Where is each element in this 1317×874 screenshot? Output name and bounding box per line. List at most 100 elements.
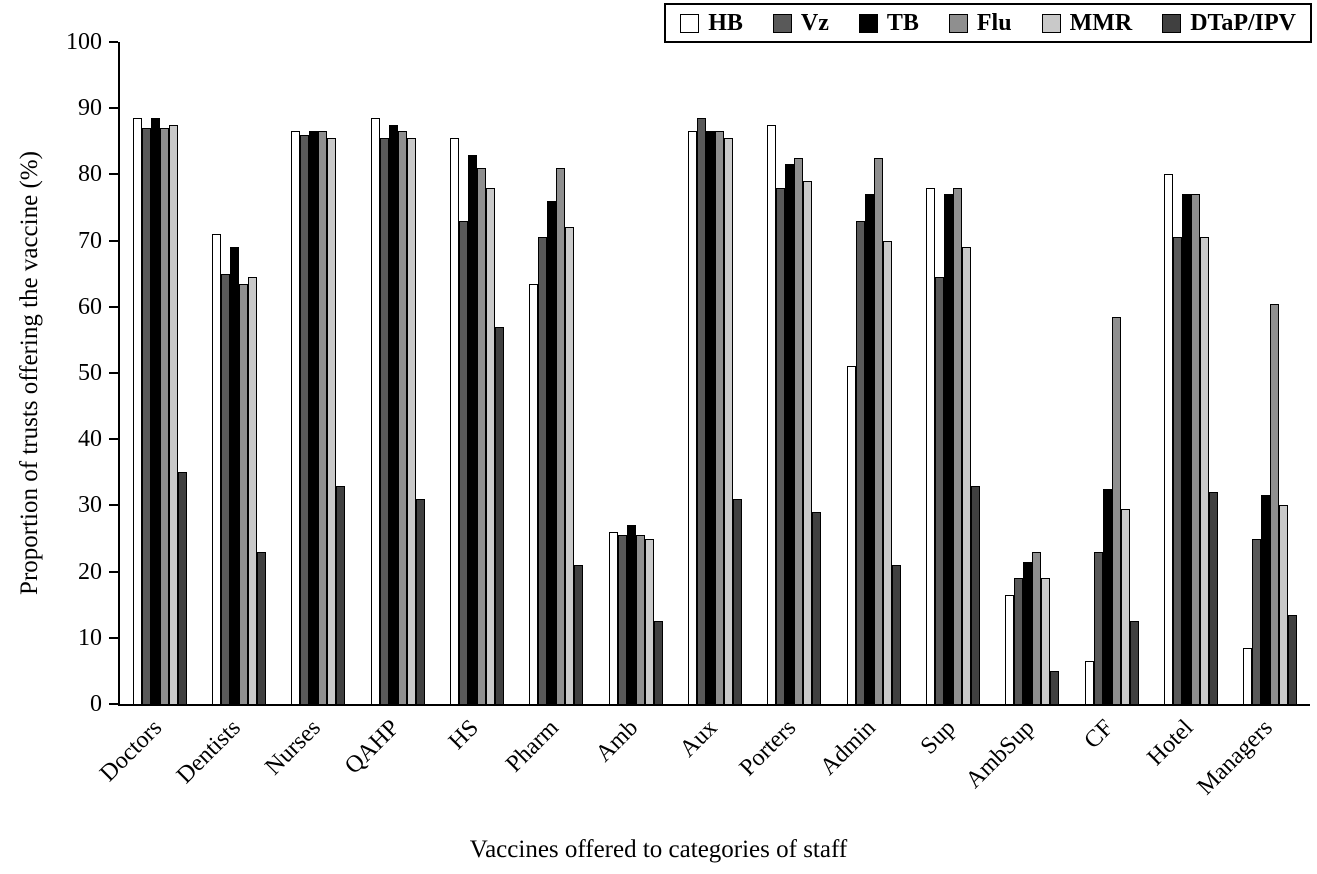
- legend-item-dtap-ipv: DTaP/IPV: [1162, 11, 1296, 35]
- x-tick-label: Admin: [815, 714, 881, 781]
- bar-vz-ambsup: [1014, 578, 1024, 704]
- bar-dtap-ipv-dentists: [256, 551, 266, 704]
- bar-flu-doctors: [159, 128, 169, 704]
- y-tick-mark: [109, 636, 118, 639]
- y-tick-mark: [109, 173, 118, 176]
- legend: HB Vz TB Flu MMR DTaP/IPV: [664, 3, 1312, 43]
- y-tick-label: 10: [78, 624, 102, 651]
- bar-group-hotel: [1151, 42, 1230, 704]
- bar-flu-aux: [714, 131, 724, 704]
- bar-hb-managers: [1243, 647, 1253, 704]
- plot-area: 0 10 20 30 40 50 60 70 80 90 100 Doctors Dentists Nu…: [66, 30, 1310, 800]
- bar-tb-managers: [1261, 495, 1271, 704]
- bar-mmr-admin: [882, 240, 892, 704]
- bar-dtap-ipv-pharm: [574, 564, 584, 704]
- bar-group-qahp: [358, 42, 437, 704]
- bar-mmr-hotel: [1199, 237, 1209, 704]
- y-tick-mark: [109, 570, 118, 573]
- bar-vz-hs: [458, 220, 468, 704]
- bar-vz-admin: [855, 220, 865, 704]
- bar-flu-qahp: [397, 131, 407, 704]
- bar-dtap-ipv-cf: [1129, 621, 1139, 704]
- bar-hb-doctors: [132, 118, 142, 704]
- x-tick-label: Doctors: [94, 714, 167, 787]
- bar-hb-hs: [449, 138, 459, 704]
- bar-tb-hs: [467, 154, 477, 704]
- bar-hb-porters: [767, 124, 777, 704]
- bar-group-hs: [437, 42, 516, 704]
- legend-swatch: [1041, 13, 1061, 33]
- bar-vz-hotel: [1172, 237, 1182, 704]
- bar-group-ambsup: [993, 42, 1072, 704]
- bar-hb-dentists: [211, 233, 221, 704]
- x-tick-label: Amb: [590, 714, 643, 768]
- bar-flu-hotel: [1190, 194, 1200, 704]
- bar-flu-ambsup: [1032, 551, 1042, 704]
- bar-flu-sup: [952, 187, 962, 704]
- bar-vz-pharm: [538, 237, 548, 704]
- y-tick-mark: [109, 504, 118, 507]
- legend-label: MMR: [1069, 10, 1133, 36]
- bar-mmr-porters: [803, 181, 813, 704]
- bar-group-pharm: [517, 42, 596, 704]
- x-tick-label: Sup: [915, 714, 961, 760]
- bar-tb-amb: [626, 525, 636, 704]
- bar-hb-amb: [608, 531, 618, 704]
- bar-tb-cf: [1102, 488, 1112, 704]
- bar-hb-hotel: [1163, 174, 1173, 704]
- x-tick-label: QAHP: [340, 714, 405, 780]
- bar-mmr-managers: [1279, 505, 1289, 704]
- y-tick-mark: [109, 438, 118, 441]
- x-tick-label: Managers: [1192, 714, 1278, 801]
- bar-flu-admin: [873, 157, 883, 704]
- legend-label: Vz: [800, 10, 829, 36]
- bar-tb-hotel: [1181, 194, 1191, 704]
- y-tick-label: 50: [78, 360, 102, 386]
- y-tick-label: 30: [78, 492, 102, 519]
- bar-vz-sup: [934, 277, 944, 704]
- legend-item-mmr: MMR: [1041, 10, 1133, 36]
- bar-group-doctors: [120, 42, 199, 704]
- bar-dtap-ipv-doctors: [177, 472, 187, 704]
- legend-item-vz: Vz: [772, 10, 829, 36]
- bar-vz-cf: [1093, 551, 1103, 704]
- x-tick-label: Porters: [735, 714, 802, 782]
- bar-group-cf: [1072, 42, 1151, 704]
- x-tick-label: CF: [1079, 714, 1119, 754]
- bar-tb-pharm: [547, 200, 557, 704]
- bar-tb-admin: [864, 194, 874, 704]
- bars-container: [120, 42, 1310, 704]
- bar-mmr-dentists: [247, 277, 257, 704]
- bar-mmr-doctors: [168, 124, 178, 704]
- bar-group-porters: [755, 42, 834, 704]
- x-axis-title: Vaccines offered to categories of staff: [469, 836, 848, 863]
- legend-label: TB: [886, 10, 919, 36]
- bar-mmr-sup: [961, 247, 971, 704]
- bar-flu-nurses: [318, 131, 328, 704]
- x-tick-label: Hotel: [1142, 714, 1199, 771]
- bar-hb-pharm: [529, 283, 539, 704]
- bar-mmr-hs: [485, 187, 495, 704]
- legend-label: HB: [708, 10, 743, 36]
- bar-mmr-ambsup: [1041, 578, 1051, 704]
- bar-mmr-aux: [723, 138, 733, 704]
- bar-dtap-ipv-managers: [1288, 614, 1298, 704]
- bar-tb-ambsup: [1023, 561, 1033, 704]
- bar-group-nurses: [279, 42, 358, 704]
- bar-group-admin: [834, 42, 913, 704]
- legend-swatch: [772, 13, 792, 33]
- bar-mmr-cf: [1120, 508, 1130, 704]
- y-tick-mark: [109, 107, 118, 110]
- bar-tb-porters: [785, 164, 795, 704]
- x-tick-label: Pharm: [500, 714, 564, 778]
- bar-hb-admin: [846, 366, 856, 704]
- bar-dtap-ipv-aux: [732, 498, 742, 704]
- bar-tb-qahp: [388, 124, 398, 704]
- bar-hb-nurses: [291, 131, 301, 704]
- bar-dtap-ipv-hotel: [1208, 492, 1218, 704]
- bar-hb-cf: [1084, 660, 1094, 704]
- bar-group-dentists: [199, 42, 278, 704]
- y-tick-label: 70: [78, 227, 102, 254]
- legend-item-flu: Flu: [948, 11, 1012, 35]
